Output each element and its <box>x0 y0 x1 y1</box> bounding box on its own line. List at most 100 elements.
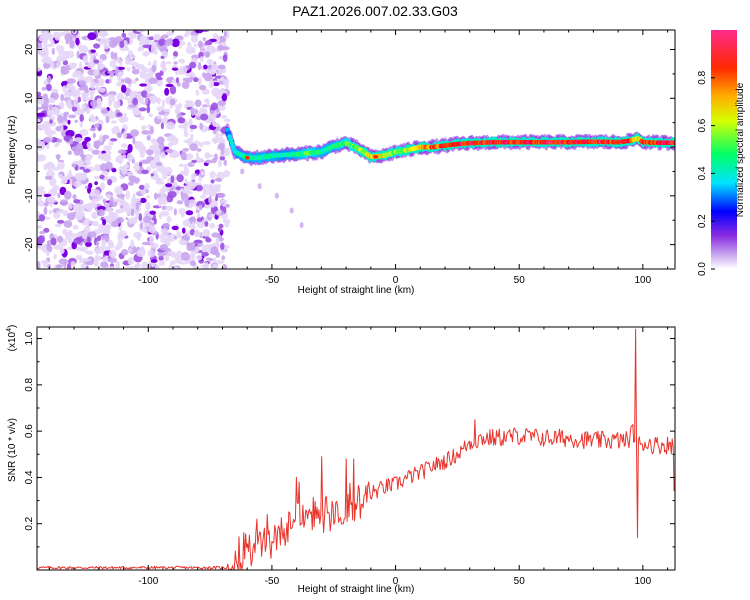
noise-speckle <box>193 230 202 238</box>
noise-speckle <box>144 210 150 214</box>
noise-speckle <box>186 42 192 48</box>
noise-speckle <box>96 97 102 106</box>
noise-speckle <box>93 175 100 180</box>
noise-speckle <box>37 91 42 97</box>
noise-speckle <box>137 64 145 69</box>
noise-speckle <box>71 176 75 186</box>
noise-speckle <box>217 100 226 107</box>
noise-speckle <box>161 66 168 72</box>
noise-speckle <box>66 78 76 84</box>
noise-speckle <box>193 43 198 48</box>
noise-speckle <box>141 159 151 164</box>
noise-speckle <box>104 224 112 231</box>
noise-speckle <box>98 223 106 233</box>
noise-speckle <box>37 112 46 117</box>
noise-speckle <box>68 114 76 119</box>
noise-speckle <box>195 99 202 108</box>
noise-speckle <box>107 257 117 264</box>
noise-speckle <box>90 100 99 107</box>
noise-speckle <box>134 143 140 150</box>
noise-speckle <box>130 61 139 67</box>
noise-speckle <box>189 61 197 69</box>
noise-speckle <box>120 84 127 94</box>
noise-speckle <box>57 115 63 123</box>
noise-speckle <box>108 99 112 107</box>
noise-speckle <box>93 143 99 148</box>
noise-speckle <box>190 173 196 181</box>
noise-speckle <box>167 177 171 184</box>
noise-speckle <box>121 249 129 256</box>
noise-speckle <box>169 260 176 266</box>
noise-speckle <box>134 112 142 116</box>
noise-speckle <box>142 215 152 223</box>
noise-speckle <box>37 106 42 111</box>
noise-speckle <box>158 142 165 151</box>
noise-speckle <box>105 161 113 170</box>
noise-speckle <box>58 258 68 265</box>
noise-speckle <box>37 118 41 123</box>
noise-speckle <box>74 119 78 124</box>
y-tick-label: 0.2 <box>24 516 35 530</box>
noise-speckle <box>121 32 127 38</box>
noise-speckle <box>195 89 200 96</box>
noise-speckle <box>37 140 43 148</box>
noise-speckle <box>90 92 94 100</box>
noise-speckle <box>115 260 120 269</box>
noise-speckle <box>43 206 48 215</box>
noise-speckle <box>158 38 167 47</box>
noise-speckle <box>55 45 65 52</box>
noise-speckle <box>80 264 84 269</box>
noise-speckle <box>111 127 120 134</box>
noise-speckle <box>218 136 224 144</box>
y-tick-label: 0.4 <box>24 470 35 484</box>
noise-speckle <box>37 261 41 269</box>
noise-speckle <box>121 143 128 148</box>
noise-speckle <box>136 249 146 257</box>
noise-speckle <box>46 83 52 92</box>
noise-speckle <box>133 165 141 171</box>
noise-speckle <box>142 51 150 57</box>
noise-speckle <box>124 96 129 101</box>
noise-speckle <box>219 204 224 211</box>
noise-speckle <box>169 104 173 109</box>
noise-speckle <box>215 239 220 248</box>
noise-speckle <box>212 257 217 263</box>
y-tick-label: 1.0 <box>24 331 35 345</box>
noise-speckle <box>110 51 115 60</box>
noise-speckle <box>201 88 210 95</box>
noise-speckle <box>165 183 173 188</box>
noise-speckle <box>146 87 151 96</box>
noise-speckle <box>74 211 84 221</box>
noise-speckle <box>218 142 225 150</box>
noise-speckle <box>173 236 178 240</box>
noise-speckle <box>186 180 197 190</box>
spectrogram-signal-track <box>224 123 675 167</box>
noise-speckle <box>98 64 104 70</box>
noise-speckle <box>42 137 52 143</box>
noise-speckle <box>62 60 68 66</box>
noise-speckle <box>66 83 72 89</box>
noise-speckle <box>174 104 183 108</box>
noise-speckle <box>40 259 50 264</box>
noise-speckle <box>109 266 116 269</box>
noise-speckle <box>205 237 212 243</box>
noise-speckle <box>110 120 118 124</box>
noise-speckle <box>180 251 190 261</box>
noise-speckle <box>132 80 137 84</box>
noise-speckle <box>118 230 128 238</box>
noise-speckle <box>165 31 174 36</box>
noise-speckle <box>155 72 162 79</box>
noise-speckle <box>189 76 194 81</box>
noise-speckle <box>164 166 173 175</box>
noise-speckle <box>73 203 82 212</box>
noise-speckle <box>194 249 200 253</box>
x-tick-label: -100 <box>138 275 158 286</box>
noise-speckle <box>135 202 140 211</box>
noise-speckle <box>104 51 110 55</box>
noise-speckle <box>73 233 82 238</box>
noise-speckle <box>181 227 186 234</box>
noise-speckle <box>106 194 112 199</box>
noise-speckle <box>95 85 100 91</box>
noise-speckle <box>45 161 55 171</box>
